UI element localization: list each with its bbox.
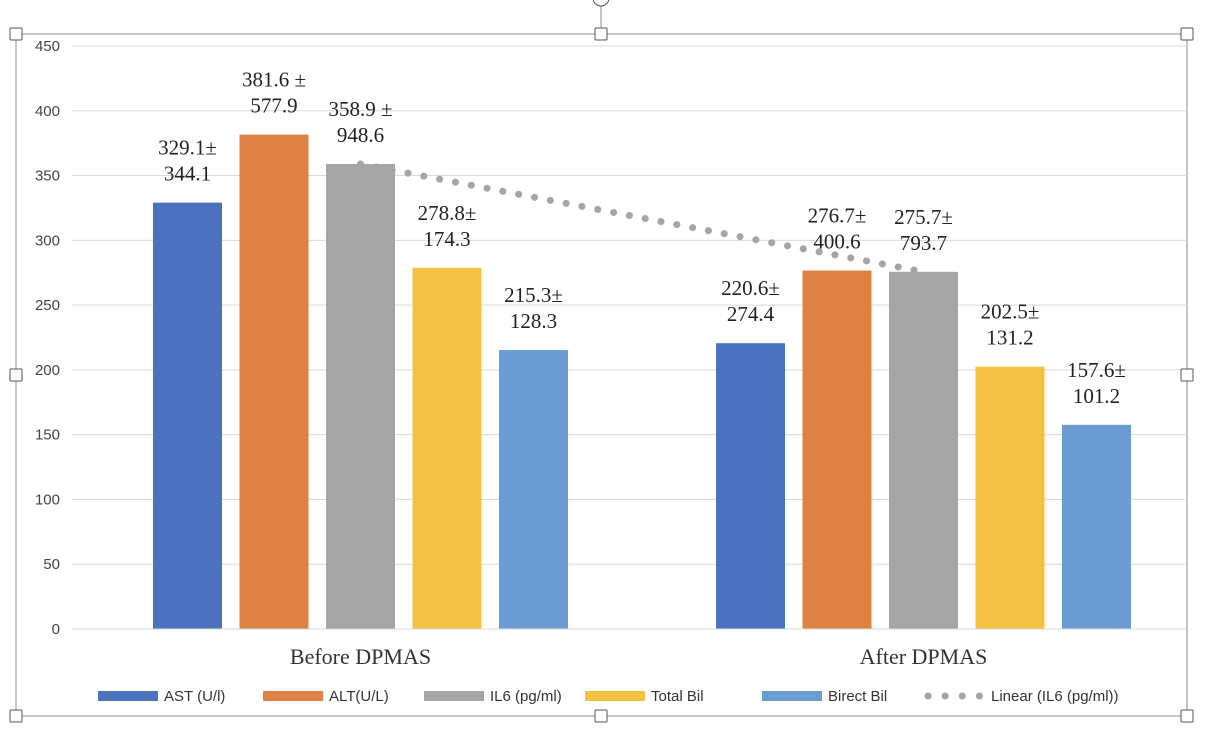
data-label: 400.6 [813, 230, 860, 254]
x-axis: Before DPMAS After DPMAS [72, 628, 1187, 669]
data-label: 220.6± [721, 276, 780, 300]
resize-handle[interactable] [1180, 27, 1194, 41]
data-label: 202.5± [981, 300, 1040, 324]
data-label: 358.9 ± [328, 97, 392, 121]
data-label: 101.2 [1073, 384, 1120, 408]
bar[interactable] [889, 271, 958, 629]
resize-handle[interactable] [9, 368, 23, 382]
bar[interactable] [975, 366, 1045, 629]
data-label: 215.3± [504, 283, 563, 307]
bar[interactable] [1062, 424, 1131, 629]
trendline-il6 [357, 160, 927, 276]
data-label: 128.3 [510, 309, 557, 333]
y-tick-label: 0 [52, 621, 60, 638]
y-tick-label: 150 [35, 427, 60, 444]
y-tick-label: 200 [35, 362, 60, 379]
legend-swatch [98, 691, 158, 701]
data-label: 157.6± [1067, 358, 1126, 382]
data-label: 793.7 [900, 231, 947, 255]
bar[interactable] [716, 343, 785, 629]
legend-swatch [762, 691, 822, 701]
y-tick-label: 300 [35, 232, 60, 249]
data-label: 278.8± [418, 201, 477, 225]
bar[interactable] [412, 267, 482, 629]
data-label: 329.1± [158, 136, 217, 160]
data-label: 131.2 [986, 326, 1033, 350]
bar[interactable] [153, 202, 222, 629]
data-label: 174.3 [423, 227, 470, 251]
legend: AST (U/l) ALT(U/L) IL6 (pg/ml) Total Bil Bir… [98, 688, 1119, 705]
resize-handle[interactable] [1180, 368, 1194, 382]
data-label: 275.7± [894, 205, 953, 229]
legend-swatch [585, 691, 645, 701]
rotate-handle[interactable] [592, 0, 610, 7]
legend-entry-label: Birect Bil [828, 688, 887, 705]
bar[interactable] [239, 134, 309, 629]
data-label: 577.9 [250, 94, 297, 118]
bar[interactable] [499, 350, 568, 629]
resize-handle[interactable] [9, 709, 23, 723]
y-tick-label: 450 [35, 38, 60, 55]
selection-handles[interactable] [9, 0, 1194, 723]
x-category-label: After DPMAS [860, 644, 988, 669]
legend-entry-label: AST (U/l) [164, 688, 225, 705]
bars [153, 134, 1131, 629]
legend-entry-label: Linear (IL6 (pg/ml)) [991, 688, 1119, 705]
resize-handle[interactable] [9, 27, 23, 41]
data-label: 948.6 [337, 123, 384, 147]
data-label: 276.7± [808, 204, 867, 228]
y-tick-label: 100 [35, 491, 60, 508]
trendline [357, 160, 927, 276]
bar[interactable] [802, 270, 872, 629]
data-label: 381.6 ± [242, 68, 306, 92]
resize-handle[interactable] [1180, 709, 1194, 723]
y-tick-label: 400 [35, 103, 60, 120]
data-label: 274.4 [727, 302, 775, 326]
bar[interactable] [326, 164, 395, 629]
resize-handle[interactable] [594, 27, 608, 41]
legend-swatch [424, 691, 484, 701]
y-axis: 0 50 100 150 200 250 300 350 400 450 [35, 38, 60, 638]
legend-entry-label: Total Bil [651, 688, 704, 705]
x-category-label: Before DPMAS [290, 644, 431, 669]
y-tick-label: 250 [35, 297, 60, 314]
resize-handle[interactable] [594, 709, 608, 723]
legend-entry-label: IL6 (pg/ml) [490, 688, 562, 705]
data-label: 344.1 [164, 162, 211, 186]
y-tick-label: 50 [43, 556, 60, 573]
y-tick-label: 350 [35, 168, 60, 185]
legend-swatch [263, 691, 323, 701]
legend-entry-label: ALT(U/L) [329, 688, 389, 705]
